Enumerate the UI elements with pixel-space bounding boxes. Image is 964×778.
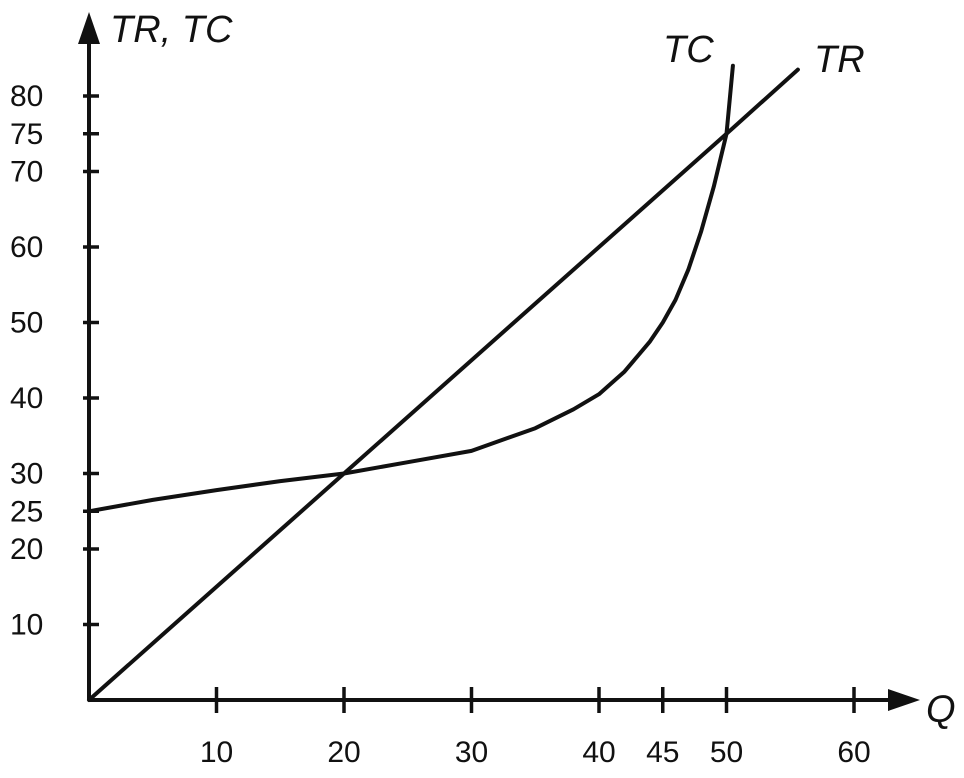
y-tick-label: 60 [10,231,43,264]
y-tick-label: 25 [10,495,43,528]
y-tick-label: 20 [10,533,43,566]
tc-series-line [87,63,735,514]
x-ticks: 10 20 30 40 45 50 60 [200,687,871,769]
x-tick-label: 10 [200,736,233,769]
tr-series-label: TR [814,39,865,81]
x-axis-label: Q [926,689,956,731]
x-tick-label: 40 [582,736,615,769]
axes [78,12,920,711]
y-tick-label: 10 [10,609,43,642]
y-axis-arrow-icon [78,12,100,44]
x-axis-arrow-icon [888,689,920,711]
x-tick-label: 50 [710,736,743,769]
y-tick-label: 70 [10,156,43,189]
tr-series-line [87,67,800,702]
y-tick-label: 40 [10,382,43,415]
y-tick-label: 30 [10,458,43,491]
tc-series-label: TC [663,29,714,71]
y-tick-label: 75 [10,118,43,151]
y-tick-label: 50 [10,307,43,340]
y-ticks: 10 20 25 30 40 50 60 70 75 80 [10,80,99,642]
y-tick-label: 80 [10,80,43,113]
x-tick-label: 30 [455,736,488,769]
series-group: TR TC [87,29,865,702]
y-axis-label: TR, TC [110,9,233,51]
x-tick-label: 20 [327,736,360,769]
x-tick-label: 45 [646,736,679,769]
x-tick-label: 60 [837,736,870,769]
